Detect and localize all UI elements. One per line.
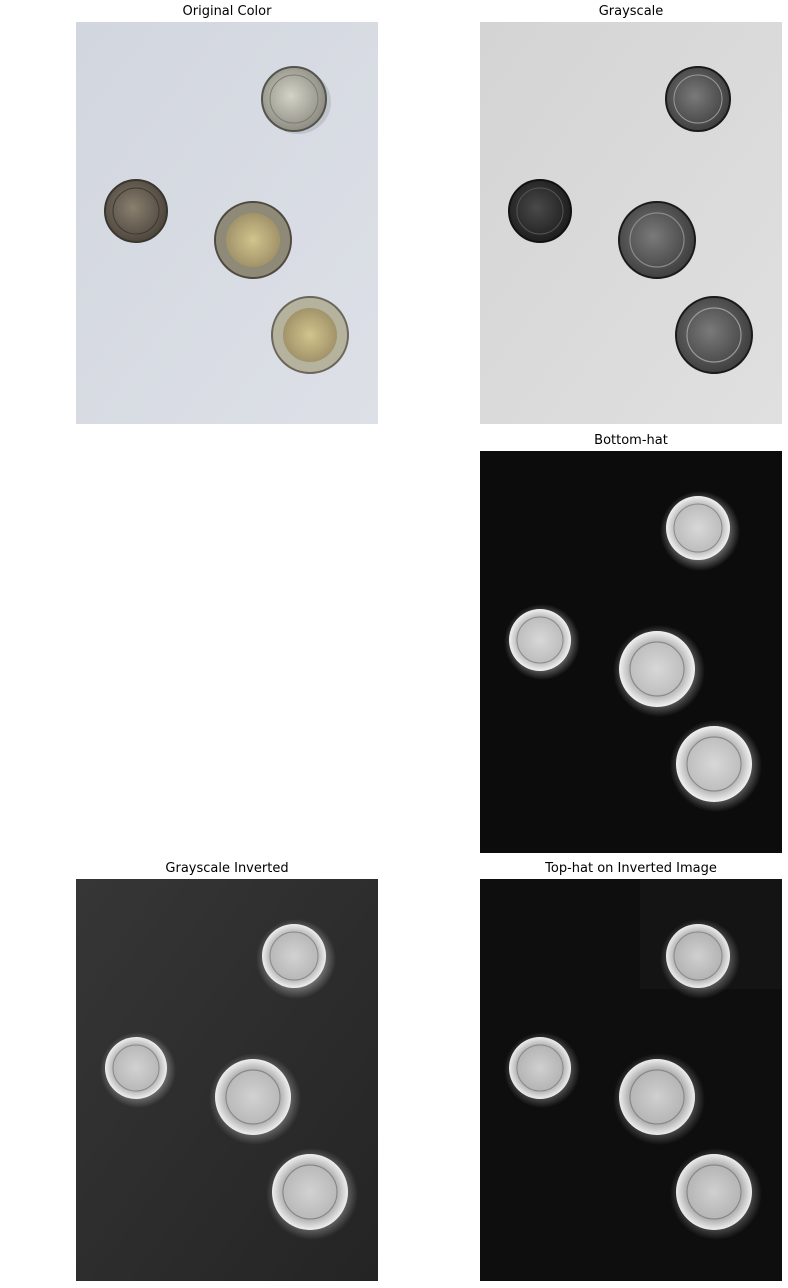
- coin-top-right: [666, 924, 730, 988]
- panel-title: Grayscale Inverted: [165, 861, 289, 876]
- image-grayscale-inverted: [76, 879, 378, 1281]
- panel-title: Bottom-hat: [594, 433, 668, 448]
- panel-bottom-hat: Bottom-hat: [480, 433, 782, 853]
- coin-top-right: [666, 496, 730, 560]
- coin-top-right: [262, 924, 326, 988]
- image-top-hat-inverted: [480, 879, 782, 1281]
- panel-grayscale-inverted: Grayscale Inverted: [76, 861, 378, 1281]
- panel-original-color: Original Color: [76, 4, 378, 424]
- panel-title: Top-hat on Inverted Image: [545, 861, 717, 876]
- panel-top-hat-inverted: Top-hat on Inverted Image: [480, 861, 782, 1281]
- coin-top-right: [261, 66, 327, 132]
- coin-top-right: [665, 66, 731, 132]
- panel-title: Grayscale: [598, 4, 664, 19]
- panel-title: Original Color: [182, 4, 272, 19]
- image-original-color: [76, 22, 378, 424]
- image-grayscale: [480, 22, 782, 424]
- coin-left: [104, 179, 168, 243]
- panel-grayscale: Grayscale: [480, 4, 782, 424]
- coin-left: [509, 609, 571, 671]
- coin-left: [105, 1037, 167, 1099]
- coin-left: [509, 1037, 571, 1099]
- image-bottom-hat: [480, 451, 782, 853]
- coin-left: [508, 179, 572, 243]
